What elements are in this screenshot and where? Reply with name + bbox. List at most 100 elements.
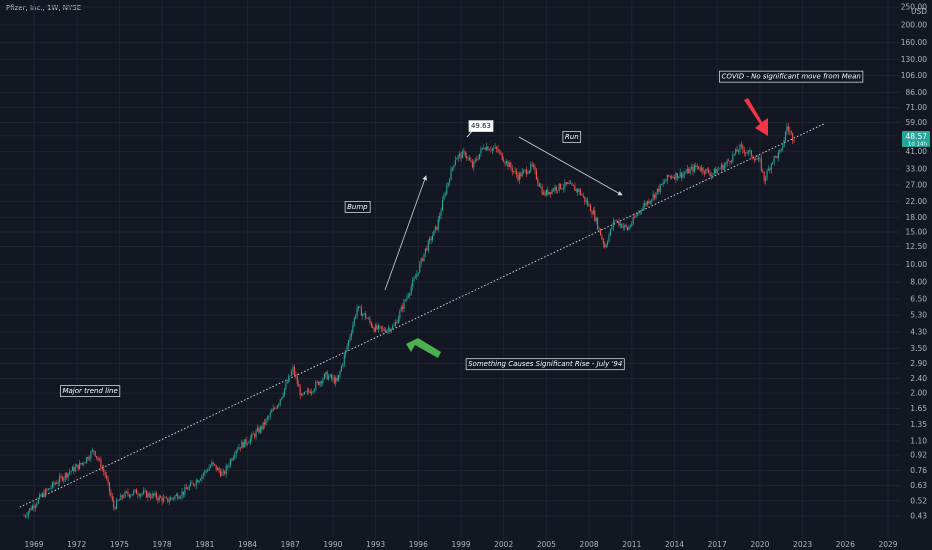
annotation-label: Bump [344,201,371,213]
candle-body [165,497,167,499]
candle-body [523,170,525,172]
candle-body [787,126,789,131]
candle-body [90,451,92,459]
candle-body [431,235,434,241]
candle-body [285,382,287,389]
candle-body [60,476,62,477]
candle-body [490,149,492,151]
candle-body [552,189,555,191]
candle-body [217,467,219,470]
candle-body [645,203,647,205]
annotation-box [465,358,625,371]
candle-body [295,374,297,377]
candle-body [443,195,445,201]
y-tick-label: 130.00 [901,55,927,64]
candle-body [547,189,549,195]
candle-body [185,487,187,490]
candle-body [793,140,795,142]
candle-body [735,149,737,154]
x-tick-label: 2005 [537,540,556,549]
candle-body [140,494,142,497]
peak-pointer [466,128,475,138]
candle-body [511,167,513,172]
candle-body [655,191,657,198]
candle-body [326,371,328,380]
candle-body [27,511,29,516]
candle-body [349,336,351,341]
candle-body [683,173,686,175]
candle-body [244,439,246,448]
candle-body [339,371,341,375]
candle-body [504,162,506,164]
candle-body [74,466,76,472]
annotation-box [562,131,582,143]
candle-body [507,161,509,167]
candle-body [673,177,676,180]
candle-body [363,313,365,315]
candle-body [94,451,96,457]
candle-body [145,490,147,498]
candle-body [608,234,610,242]
candle-body [478,153,481,159]
y-tick-label: 0.63 [910,481,927,490]
candle-body [776,155,778,159]
candle-body [190,482,192,487]
candle-body [225,466,227,474]
candle-body [261,426,263,430]
candle-body [729,161,731,163]
candle-body [656,188,658,192]
candle-body [251,433,253,438]
candle-body [642,206,644,211]
candle-body [229,459,231,466]
candle-body [271,411,273,413]
candle-body [224,471,226,474]
candle-body [409,293,411,296]
x-tick-label: 2017 [708,540,727,549]
candle-body [615,220,617,222]
candle-body [753,158,755,161]
candle-body [720,164,723,169]
candle-body [412,280,414,288]
x-tick-label: 1975 [110,540,129,549]
candle-body [259,426,261,433]
candle-body [191,482,193,484]
candle-body [403,300,405,309]
candle-body [78,462,81,470]
candle-body [503,160,505,163]
candle-body [130,495,132,497]
candle-body [137,494,139,496]
candle-body [262,422,264,430]
candle-body [453,165,455,168]
candle-body [429,238,431,241]
candle-body [651,199,653,202]
candle-body [513,171,515,172]
candle-body [275,408,277,409]
candle-body [67,473,69,478]
candle-body [393,325,395,327]
candle-body [192,483,194,486]
candle-body [281,397,283,400]
candle-body [510,162,512,168]
major-trend-line [19,123,825,508]
candle-body [205,470,207,472]
candle-body [534,167,536,171]
candle-body [47,488,49,491]
x-tick-label: 1972 [67,540,86,549]
candle-body [299,386,301,396]
candle-body [201,475,203,480]
candle-body [641,210,643,211]
candle-body [460,153,462,159]
candle-body [265,419,267,425]
candle-body [524,169,526,171]
candle-body [161,497,163,502]
candle-body [198,480,200,483]
candle-body [180,496,182,498]
arrows [384,98,768,358]
candle-body [158,496,160,501]
candle-body [486,146,488,150]
candle-body [533,164,535,168]
candle-body [675,173,677,180]
candle-body [663,181,666,183]
candle-body [111,496,113,501]
